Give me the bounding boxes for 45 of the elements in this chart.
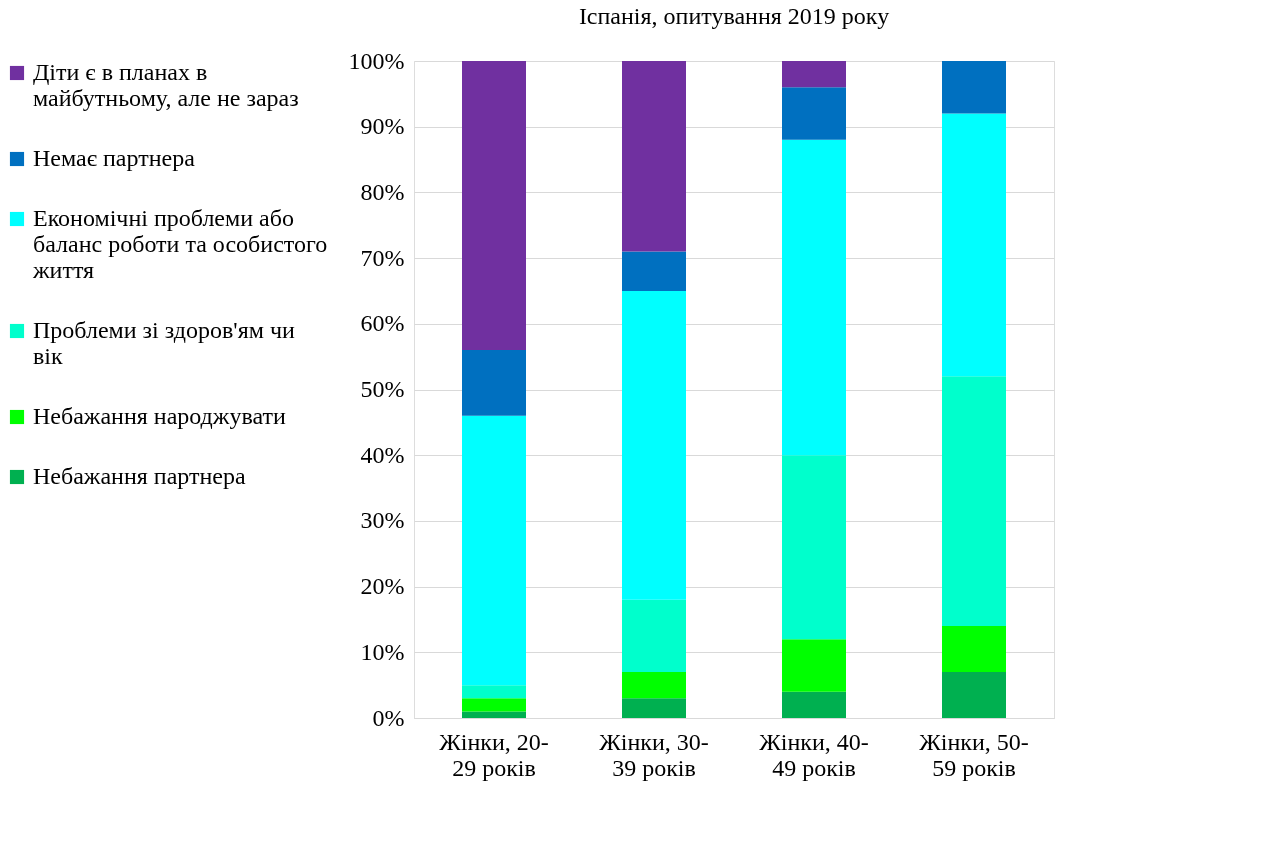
bar <box>782 61 846 88</box>
bar <box>622 698 686 718</box>
y-tick-label: 90% <box>360 113 405 140</box>
bar <box>782 455 846 640</box>
x-tick-label: Жінки, 30-39 років <box>599 728 709 781</box>
bar <box>462 711 526 718</box>
y-tick-label: 100% <box>348 47 405 74</box>
bar <box>462 350 526 416</box>
y-tick-label: 40% <box>360 441 405 468</box>
x-tick-label: Жінки, 40-49 років <box>759 728 869 781</box>
bar <box>622 290 686 600</box>
bar <box>622 251 686 291</box>
bar <box>622 672 686 699</box>
bar <box>942 376 1006 627</box>
bar <box>942 672 1006 718</box>
y-tick-label: 30% <box>360 507 405 534</box>
legend-label: Немає партнера <box>33 145 196 171</box>
chart-title: Іспанія, опитування 2019 року <box>578 3 890 29</box>
y-tick-label: 60% <box>360 310 405 337</box>
bar <box>782 139 846 456</box>
y-tick-label: 20% <box>360 573 405 600</box>
legend-label: Діти є в планах в майбутньому, але не зараз <box>33 59 299 111</box>
legend-label: Небажання партнера <box>33 463 246 489</box>
legend-label: Проблеми зі здоров'ям чи вік <box>33 317 295 369</box>
legend-label: Економічні проблеми або баланс роботи та особистого життя <box>32 205 328 283</box>
bar <box>782 87 846 140</box>
legend-label: Небажання народжувати <box>33 403 286 429</box>
bar <box>942 61 1006 114</box>
bar <box>622 599 686 673</box>
bar <box>462 698 526 712</box>
bar <box>462 61 526 351</box>
y-tick-label: 0% <box>372 704 405 731</box>
bar <box>782 691 846 718</box>
bar <box>942 113 1006 377</box>
bar <box>462 685 526 699</box>
bar <box>622 61 686 252</box>
bar <box>462 415 526 686</box>
y-tick-label: 80% <box>360 178 405 205</box>
y-tick-label: 10% <box>360 638 405 665</box>
x-tick-label: Жінки, 50-59 років <box>919 728 1029 781</box>
bar <box>942 626 1006 673</box>
y-tick-label: 50% <box>360 376 405 402</box>
bar <box>782 639 846 692</box>
y-tick-label: 70% <box>360 244 405 271</box>
x-tick-label: Жінки, 20-29 років <box>439 728 549 781</box>
